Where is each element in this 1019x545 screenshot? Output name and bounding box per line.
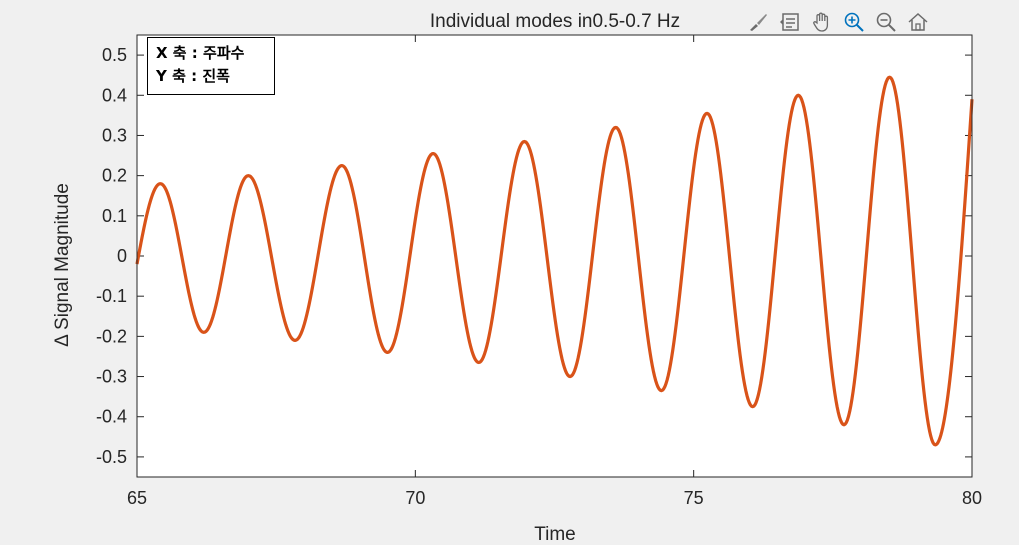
y-tick-label: 0.2 (102, 166, 127, 186)
home-icon (908, 12, 928, 31)
y-tick-label: 0 (117, 246, 127, 266)
plot-area (137, 35, 972, 477)
plot-frame (136, 34, 973, 478)
y-tick-label: -0.1 (96, 286, 127, 306)
data-tip-icon (780, 13, 799, 31)
axes-toolbar (744, 8, 932, 36)
y-tick-label: 0.5 (102, 45, 127, 65)
x-tick-label: 65 (127, 488, 147, 508)
pan-button[interactable] (808, 8, 836, 36)
zoom-out-icon (876, 12, 896, 32)
zoom-out-button[interactable] (872, 8, 900, 36)
y-axis-ticks: 0.5 0.4 0.3 0.2 0.1 0 -0.1 -0.2 -0.3 -0.4 -0.5 (96, 45, 972, 467)
data-tip-button[interactable] (776, 8, 804, 36)
chart-title: Individual modes in0.5-0.7 Hz (430, 11, 680, 32)
y-tick-label: -0.2 (96, 326, 127, 346)
brush-button[interactable] (744, 8, 772, 36)
home-button[interactable] (904, 8, 932, 36)
y-tick-label: -0.5 (96, 447, 127, 467)
y-tick-label: 0.4 (102, 85, 127, 105)
y-tick-label: -0.4 (96, 407, 127, 427)
x-tick-label: 75 (684, 488, 704, 508)
x-axis-label: Time (534, 524, 576, 545)
x-tick-label: 70 (405, 488, 425, 508)
y-tick-label: -0.3 (96, 367, 127, 387)
y-tick-label: 0.3 (102, 125, 127, 145)
annotation-line-y: Y 축 : 진폭 (156, 67, 230, 85)
y-tick-label: 0.1 (102, 206, 127, 226)
x-tick-label: 80 (962, 488, 982, 508)
y-axis-label: Δ Signal Magnitude (52, 183, 73, 347)
series-line (135, 75, 974, 447)
zoom-in-button[interactable] (840, 8, 868, 36)
x-axis-ticks: 65 70 75 80 (127, 35, 982, 508)
annotation-textbox: X 축 : 주파수 Y 축 : 진폭 (147, 37, 275, 95)
pan-hand-icon (813, 12, 829, 32)
annotation-line-x: X 축 : 주파수 (156, 44, 245, 62)
zoom-in-icon (844, 12, 864, 32)
brush-icon (750, 14, 767, 31)
